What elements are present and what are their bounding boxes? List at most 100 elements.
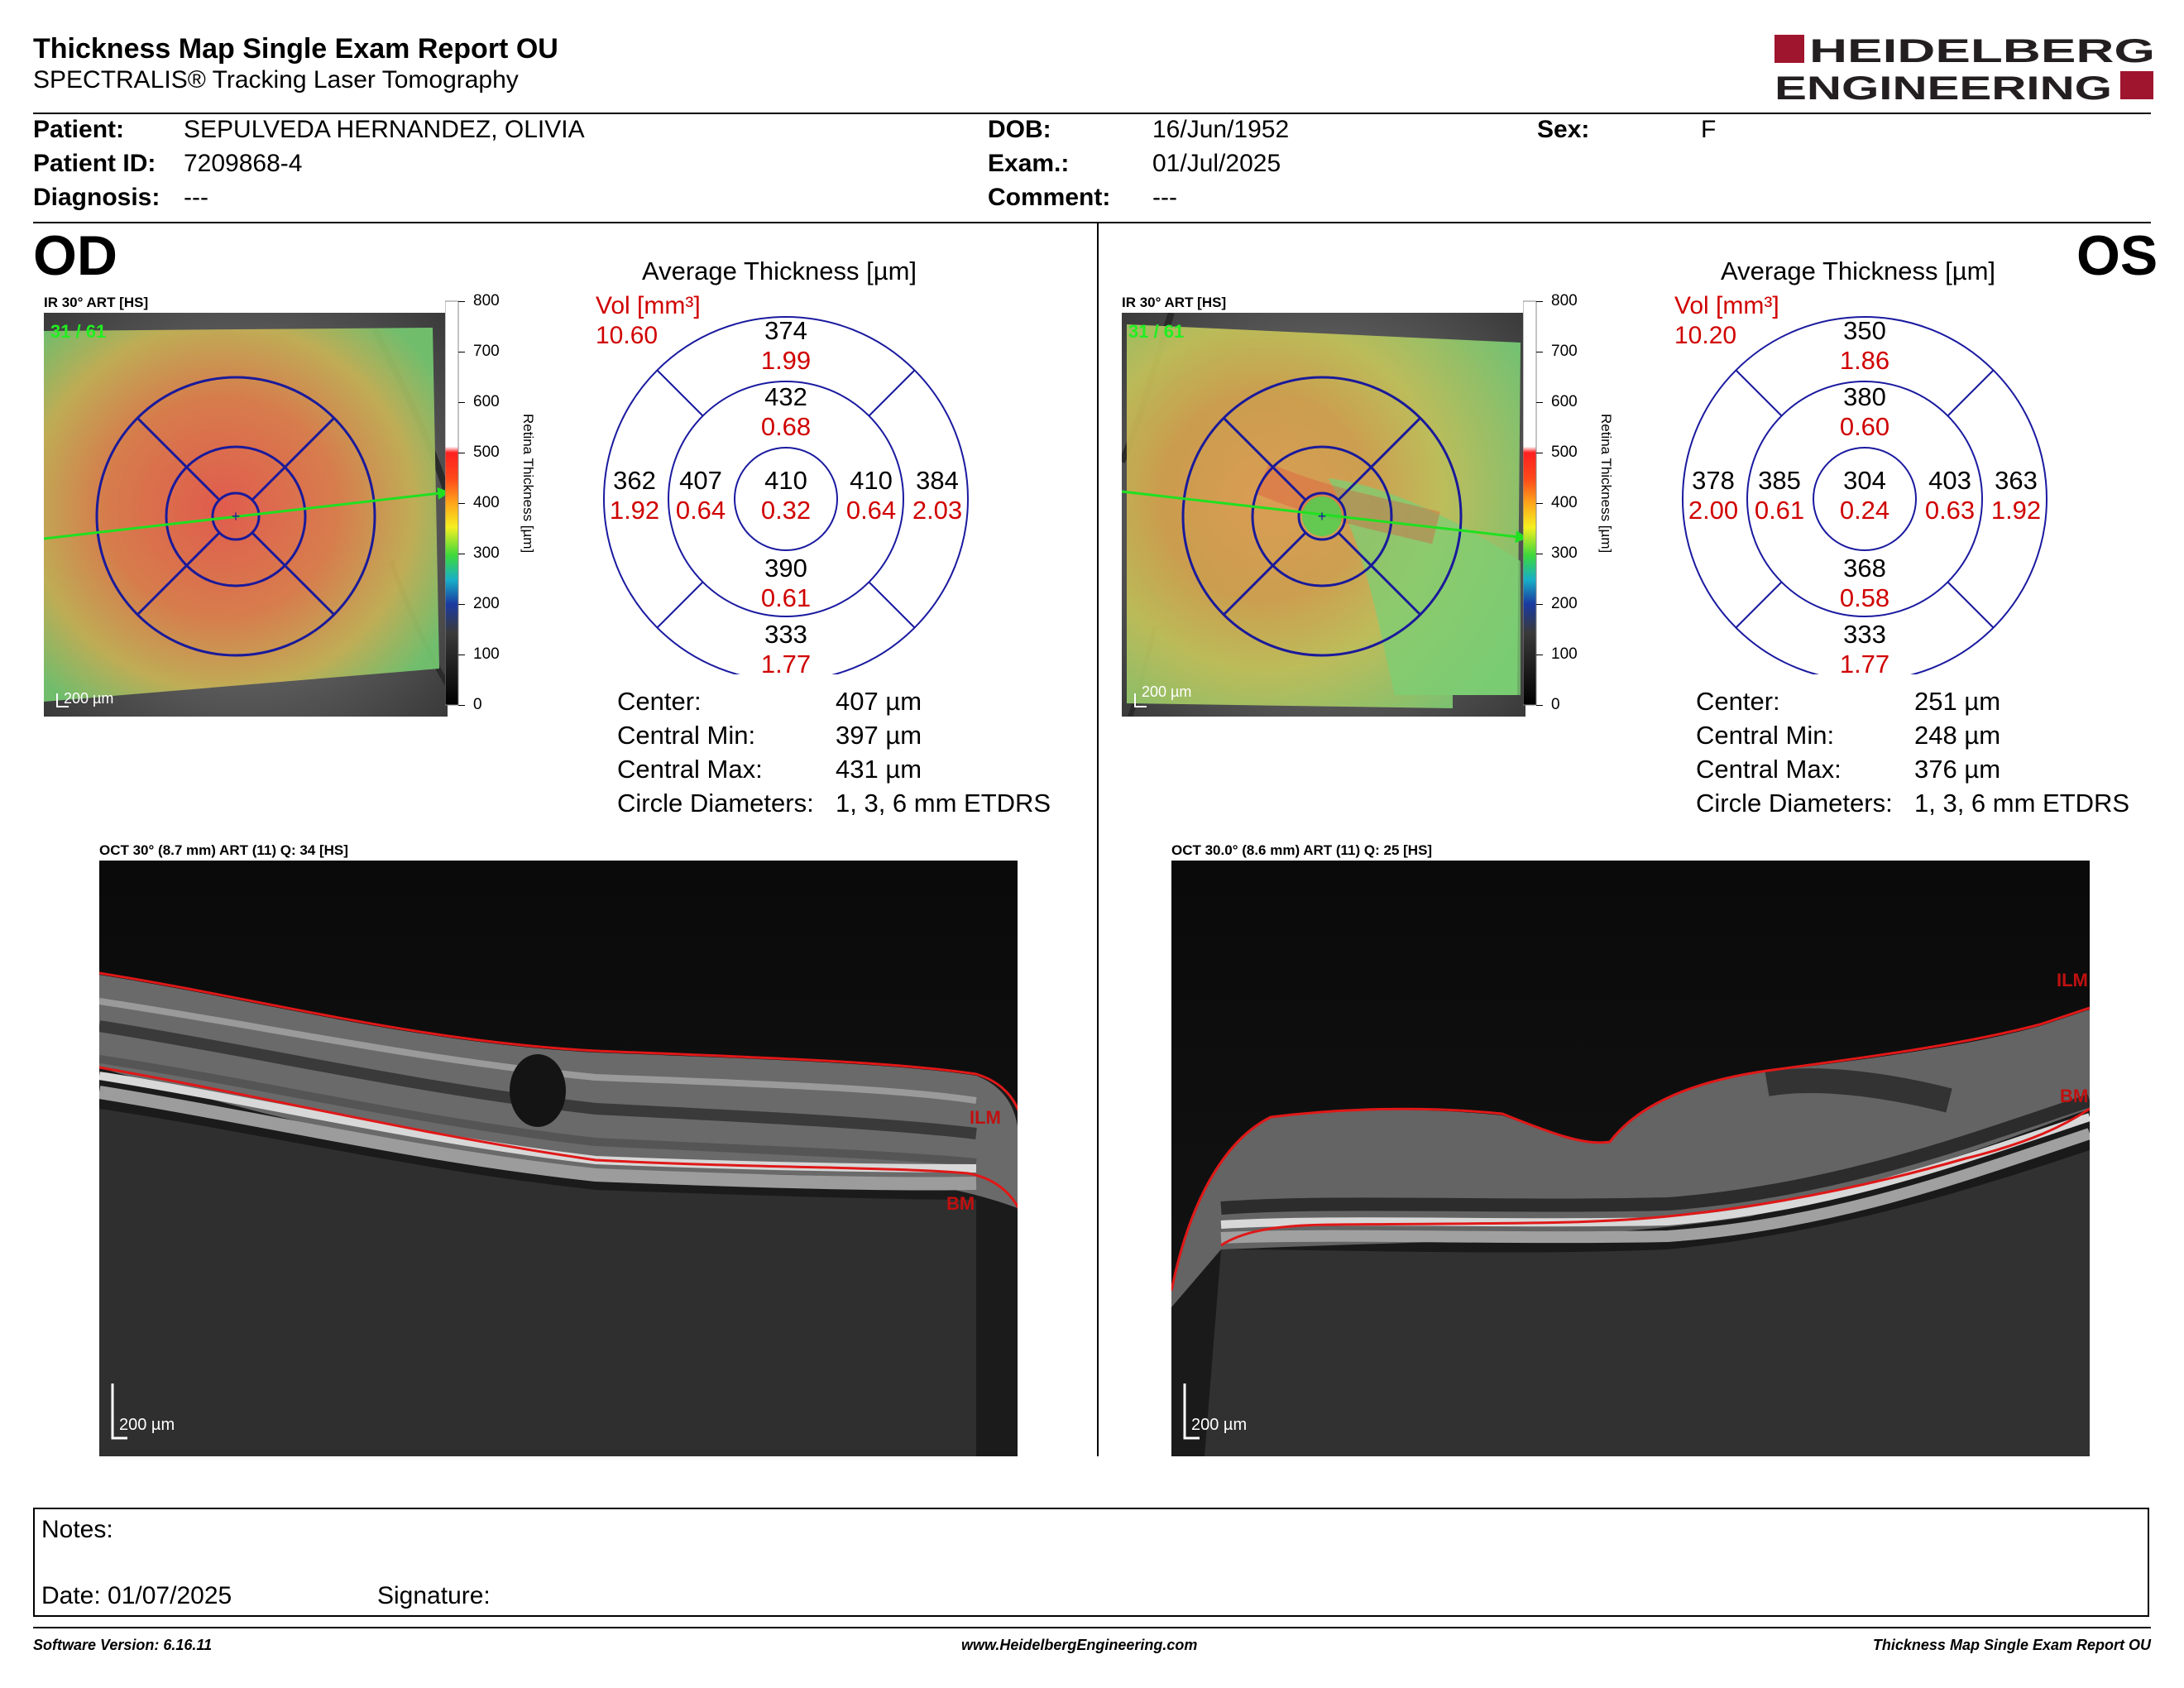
os-stat-label: Center: xyxy=(1696,687,1780,716)
od-stat-label: Central Min: xyxy=(617,721,756,750)
os-stat-value: 251 µm xyxy=(1914,687,2001,716)
os-vol-total: 10.20 xyxy=(1674,322,1737,349)
od-bm-label: BM xyxy=(946,1193,975,1214)
logo-line1: HEIDELBERG xyxy=(1809,33,2155,70)
os-stat-label: Circle Diameters: xyxy=(1696,789,1893,818)
footer-software: Software Version: 6.16.11 xyxy=(33,1637,213,1653)
dob-label: DOB: xyxy=(988,116,1051,143)
od-sector-outer-left-volume: 1.92 xyxy=(609,496,660,525)
os-sector-outer-right-volume: 1.92 xyxy=(1990,496,2042,525)
os-sector-outer-right-thickness: 363 xyxy=(1995,466,2038,495)
os-ilm-line xyxy=(1171,1006,2090,1292)
header-divider xyxy=(33,113,2151,114)
os-sector-outer-sup-thickness: 350 xyxy=(1843,316,1886,345)
od-sector-inner-inf-volume: 0.61 xyxy=(760,583,812,612)
os-etdrs-grid xyxy=(1682,316,2048,674)
patient-divider xyxy=(33,222,2151,223)
patient-label: Patient: xyxy=(33,116,125,143)
os-sector-inner-left-volume: 0.61 xyxy=(1754,496,1805,525)
od-stat-label: Central Max: xyxy=(617,755,763,784)
od-bm-line xyxy=(99,1066,1018,1210)
od-colorbar-tick xyxy=(458,705,465,706)
footer-website[interactable]: www.HeidelbergEngineering.com xyxy=(961,1637,1198,1653)
logo-line2: ENGINEERING xyxy=(1774,70,2112,103)
os-sector-inner-right-thickness: 403 xyxy=(1928,466,1971,495)
od-colorbar-tick xyxy=(458,301,465,302)
od-sector-inner-left-volume: 0.64 xyxy=(675,496,726,525)
os-sector-inner-inf-volume: 0.58 xyxy=(1839,583,1890,612)
footer-report-name: Thickness Map Single Exam Report OU xyxy=(1872,1637,2151,1653)
notes-box[interactable]: Notes: Date: 01/07/2025 Signature: xyxy=(33,1508,2149,1617)
od-sector-outer-inf-volume: 1.77 xyxy=(760,650,812,679)
diagnosis-value: --- xyxy=(184,184,208,211)
od-sector-center-thickness: 410 xyxy=(764,466,807,495)
od-colorbar-tick xyxy=(458,604,465,605)
os-stat-label: Central Min: xyxy=(1696,721,1835,750)
od-vol-label: Vol [mm³] xyxy=(596,292,701,319)
os-eye-label: OS xyxy=(2076,224,2158,287)
svg-text:+: + xyxy=(232,508,241,525)
os-colorbar-label: Retina Thickness [µm] xyxy=(1598,414,1614,554)
od-sector-inner-left-thickness: 407 xyxy=(679,466,722,495)
od-sector-inner-right-thickness: 410 xyxy=(850,466,893,495)
os-colorbar-tick xyxy=(1536,604,1543,605)
od-sector-outer-left-thickness: 362 xyxy=(613,466,656,495)
os-sector-outer-left-volume: 2.00 xyxy=(1688,496,1739,525)
os-bm-label: BM xyxy=(2060,1086,2088,1106)
os-vol-label: Vol [mm³] xyxy=(1674,292,1779,319)
od-sector-outer-sup-thickness: 374 xyxy=(764,316,807,345)
patient-id-label: Patient ID: xyxy=(33,150,156,177)
od-ilm-label: ILM xyxy=(970,1107,1001,1128)
od-sector-inner-sup-thickness: 432 xyxy=(764,382,807,411)
od-colorbar-label: Retina Thickness [µm] xyxy=(520,414,536,554)
os-avg-title: Average Thickness [µm] xyxy=(1721,257,1996,285)
od-sector-inner-sup-volume: 0.68 xyxy=(760,412,812,441)
od-sector-outer-inf-thickness: 333 xyxy=(764,620,807,649)
os-colorbar-tick-label: 700 xyxy=(1551,343,1578,360)
notes-label: Notes: xyxy=(41,1516,113,1543)
os-sector-outer-inf-thickness: 333 xyxy=(1843,620,1886,649)
od-ilm-line xyxy=(99,971,1018,1112)
os-stat-label: Central Max: xyxy=(1696,755,1842,784)
os-fundus-scale: 200 µm xyxy=(1142,683,1191,700)
od-colorbar-tick-label: 200 xyxy=(473,595,500,612)
od-colorbar-tick xyxy=(458,503,465,504)
os-colorbar-tick-label: 300 xyxy=(1551,544,1578,562)
os-sector-outer-left-thickness: 378 xyxy=(1692,466,1735,495)
os-colorbar-tick-label: 500 xyxy=(1551,444,1578,461)
od-stat-value: 397 µm xyxy=(836,721,922,750)
os-fundus-thickness-map: + 31 / 61 200 µm xyxy=(1122,313,1525,717)
os-colorbar-tick xyxy=(1536,402,1543,403)
os-sector-inner-right-volume: 0.63 xyxy=(1924,496,1976,525)
os-oct-caption: OCT 30.0° (8.6 mm) ART (11) Q: 25 [HS] xyxy=(1171,842,1433,858)
od-etdrs-grid xyxy=(603,316,969,674)
os-frame-count: 31 / 61 xyxy=(1128,321,1184,342)
od-colorbar-tick xyxy=(458,402,465,403)
od-sector-outer-right-thickness: 384 xyxy=(916,466,959,495)
os-sector-outer-sup-volume: 1.86 xyxy=(1839,346,1890,375)
os-sector-outer-inf-volume: 1.77 xyxy=(1839,650,1890,679)
os-sector-inner-inf-thickness: 368 xyxy=(1843,554,1886,583)
od-ir-caption: IR 30° ART [HS] xyxy=(44,295,149,310)
os-stat-value: 376 µm xyxy=(1914,755,2001,784)
os-colorbar-tick xyxy=(1536,705,1543,706)
os-oct-scale: 200 µm xyxy=(1191,1416,1247,1434)
os-sector-center-volume: 0.24 xyxy=(1839,496,1890,525)
patient-name: SEPULVEDA HERNANDEZ, OLIVIA xyxy=(184,116,585,143)
dob-value: 16/Jun/1952 xyxy=(1152,116,1290,143)
od-sector-inner-right-volume: 0.64 xyxy=(845,496,897,525)
os-bm-line xyxy=(1220,1107,2090,1247)
svg-text:+: + xyxy=(1318,508,1327,525)
comment-label: Comment: xyxy=(988,184,1111,211)
od-colorbar-tick-label: 500 xyxy=(473,444,500,461)
od-sector-outer-right-volume: 2.03 xyxy=(912,496,963,525)
od-stat-label: Circle Diameters: xyxy=(617,789,814,818)
od-eye-label: OD xyxy=(33,224,117,287)
comment-value: --- xyxy=(1152,184,1177,211)
od-stat-label: Center: xyxy=(617,687,702,716)
sex-value: F xyxy=(1701,116,1717,143)
os-colorbar-tick-label: 100 xyxy=(1551,645,1578,663)
os-colorbar-tick-label: 0 xyxy=(1551,696,1560,713)
os-stat-value: 1, 3, 6 mm ETDRS xyxy=(1914,789,2130,818)
heidelberg-logo: HEIDELBERG ENGINEERING xyxy=(1774,33,2155,103)
